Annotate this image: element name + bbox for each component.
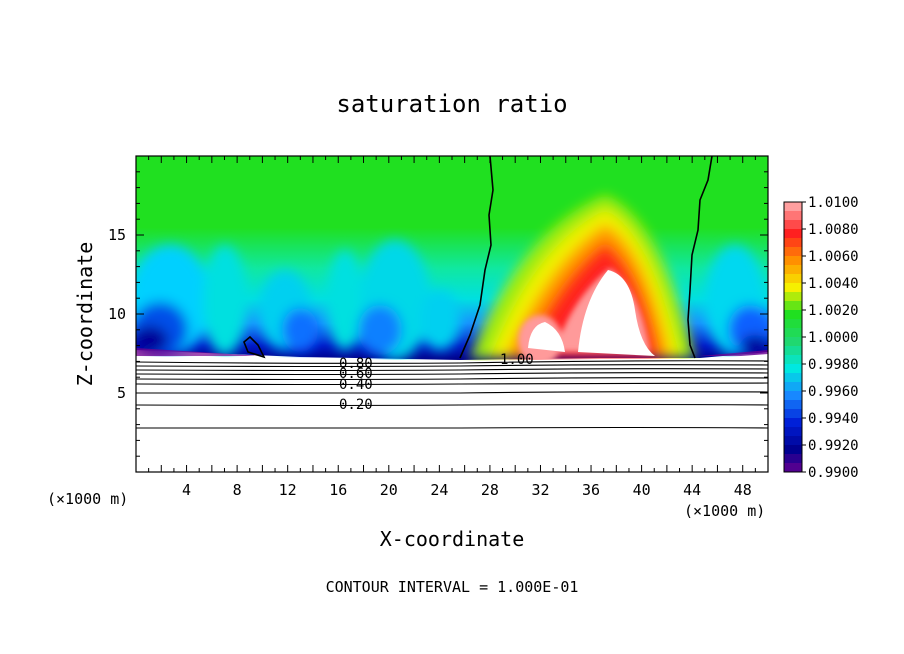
x-tick-label: 16 [329,481,347,499]
x-tick-label: 48 [734,481,752,499]
colorbar-band [784,265,802,275]
heatmap-field: 0.80 0.60 0.40 0.20 1.00 [136,156,768,472]
colorbar-label: 1.0100 [808,195,859,211]
colorbar-band [784,427,802,437]
y-axis-label: Z-coordinate [73,242,97,387]
x-tick-label: 4 [182,481,191,499]
colorbar-label: 0.9900 [808,465,859,481]
contour-1-00 [243,156,713,359]
colorbar-band [784,346,802,356]
contour-label: 0.20 [339,397,373,413]
colorbar-band [784,301,802,311]
colorbar-band [784,292,802,302]
chart-title: saturation ratio [336,90,567,118]
colorbar-band [784,211,802,221]
colorbar-band [784,220,802,230]
x-axis-ticks: 4 8 12 16 20 24 28 32 36 40 44 48 [148,156,756,499]
contour-label: 0.40 [339,377,373,393]
x-tick-label: 24 [430,481,448,499]
colorbar-band [784,256,802,266]
x-unit-left: (×1000 m) [47,490,128,508]
x-unit-right: (×1000 m) [684,502,765,520]
contour-lines [136,360,768,429]
colorbar-band [784,463,802,473]
colorbar-band [784,454,802,464]
y-tick-label: 5 [117,384,126,402]
x-tick-label: 32 [531,481,549,499]
colorbar-label: 1.0080 [808,222,859,238]
colorbar-band [784,274,802,284]
colorbar-band [784,283,802,293]
colorbar-band [784,382,802,392]
colorbar-label: 0.9920 [808,438,859,454]
contour-interval-note: CONTOUR INTERVAL = 1.000E-01 [326,578,579,596]
colorbar-band [784,238,802,248]
colorbar-band [784,391,802,401]
colorbar-band [784,418,802,428]
contour-label: 0.80 [339,356,373,372]
colorbar: 1.0100 1.0080 1.0060 1.0040 1.0020 1.0000 0.99… [783,195,859,481]
colorbar-label: 1.0000 [808,330,859,346]
colorbar-band [784,445,802,455]
x-tick-label: 20 [380,481,398,499]
contour-label: 0.60 [339,366,373,382]
colorbar-band [784,337,802,347]
colorbar-band [784,310,802,320]
y-axis-ticks: 5 10 15 [108,171,768,457]
colorbar-band [784,373,802,383]
colorbar-band [784,364,802,374]
colorbar-band [784,319,802,329]
colorbar-band [784,400,802,410]
colorbar-band [784,229,802,239]
x-tick-label: 12 [279,481,297,499]
x-axis-label: X-coordinate [380,527,525,551]
colorbar-label: 0.9940 [808,411,859,427]
colorbar-label: 1.0040 [808,276,859,292]
x-tick-label: 28 [481,481,499,499]
colorbar-band [784,247,802,257]
y-tick-label: 10 [108,305,126,323]
colorbar-label: 1.0060 [808,249,859,265]
x-tick-label: 36 [582,481,600,499]
colorbar-band [784,202,802,212]
contour-label: 1.00 [500,352,534,368]
x-tick-label: 44 [683,481,701,499]
colorbar-label: 0.9980 [808,357,859,373]
supersaturated-region [578,270,655,356]
colorbar-label: 1.0020 [808,303,859,319]
colorbar-label: 0.9960 [808,384,859,400]
colorbar-band [784,355,802,365]
colorbar-band [784,436,802,446]
colorbar-band [784,328,802,338]
colorbar-band [784,409,802,419]
x-tick-label: 8 [233,481,242,499]
y-tick-label: 15 [108,226,126,244]
x-tick-label: 40 [633,481,651,499]
